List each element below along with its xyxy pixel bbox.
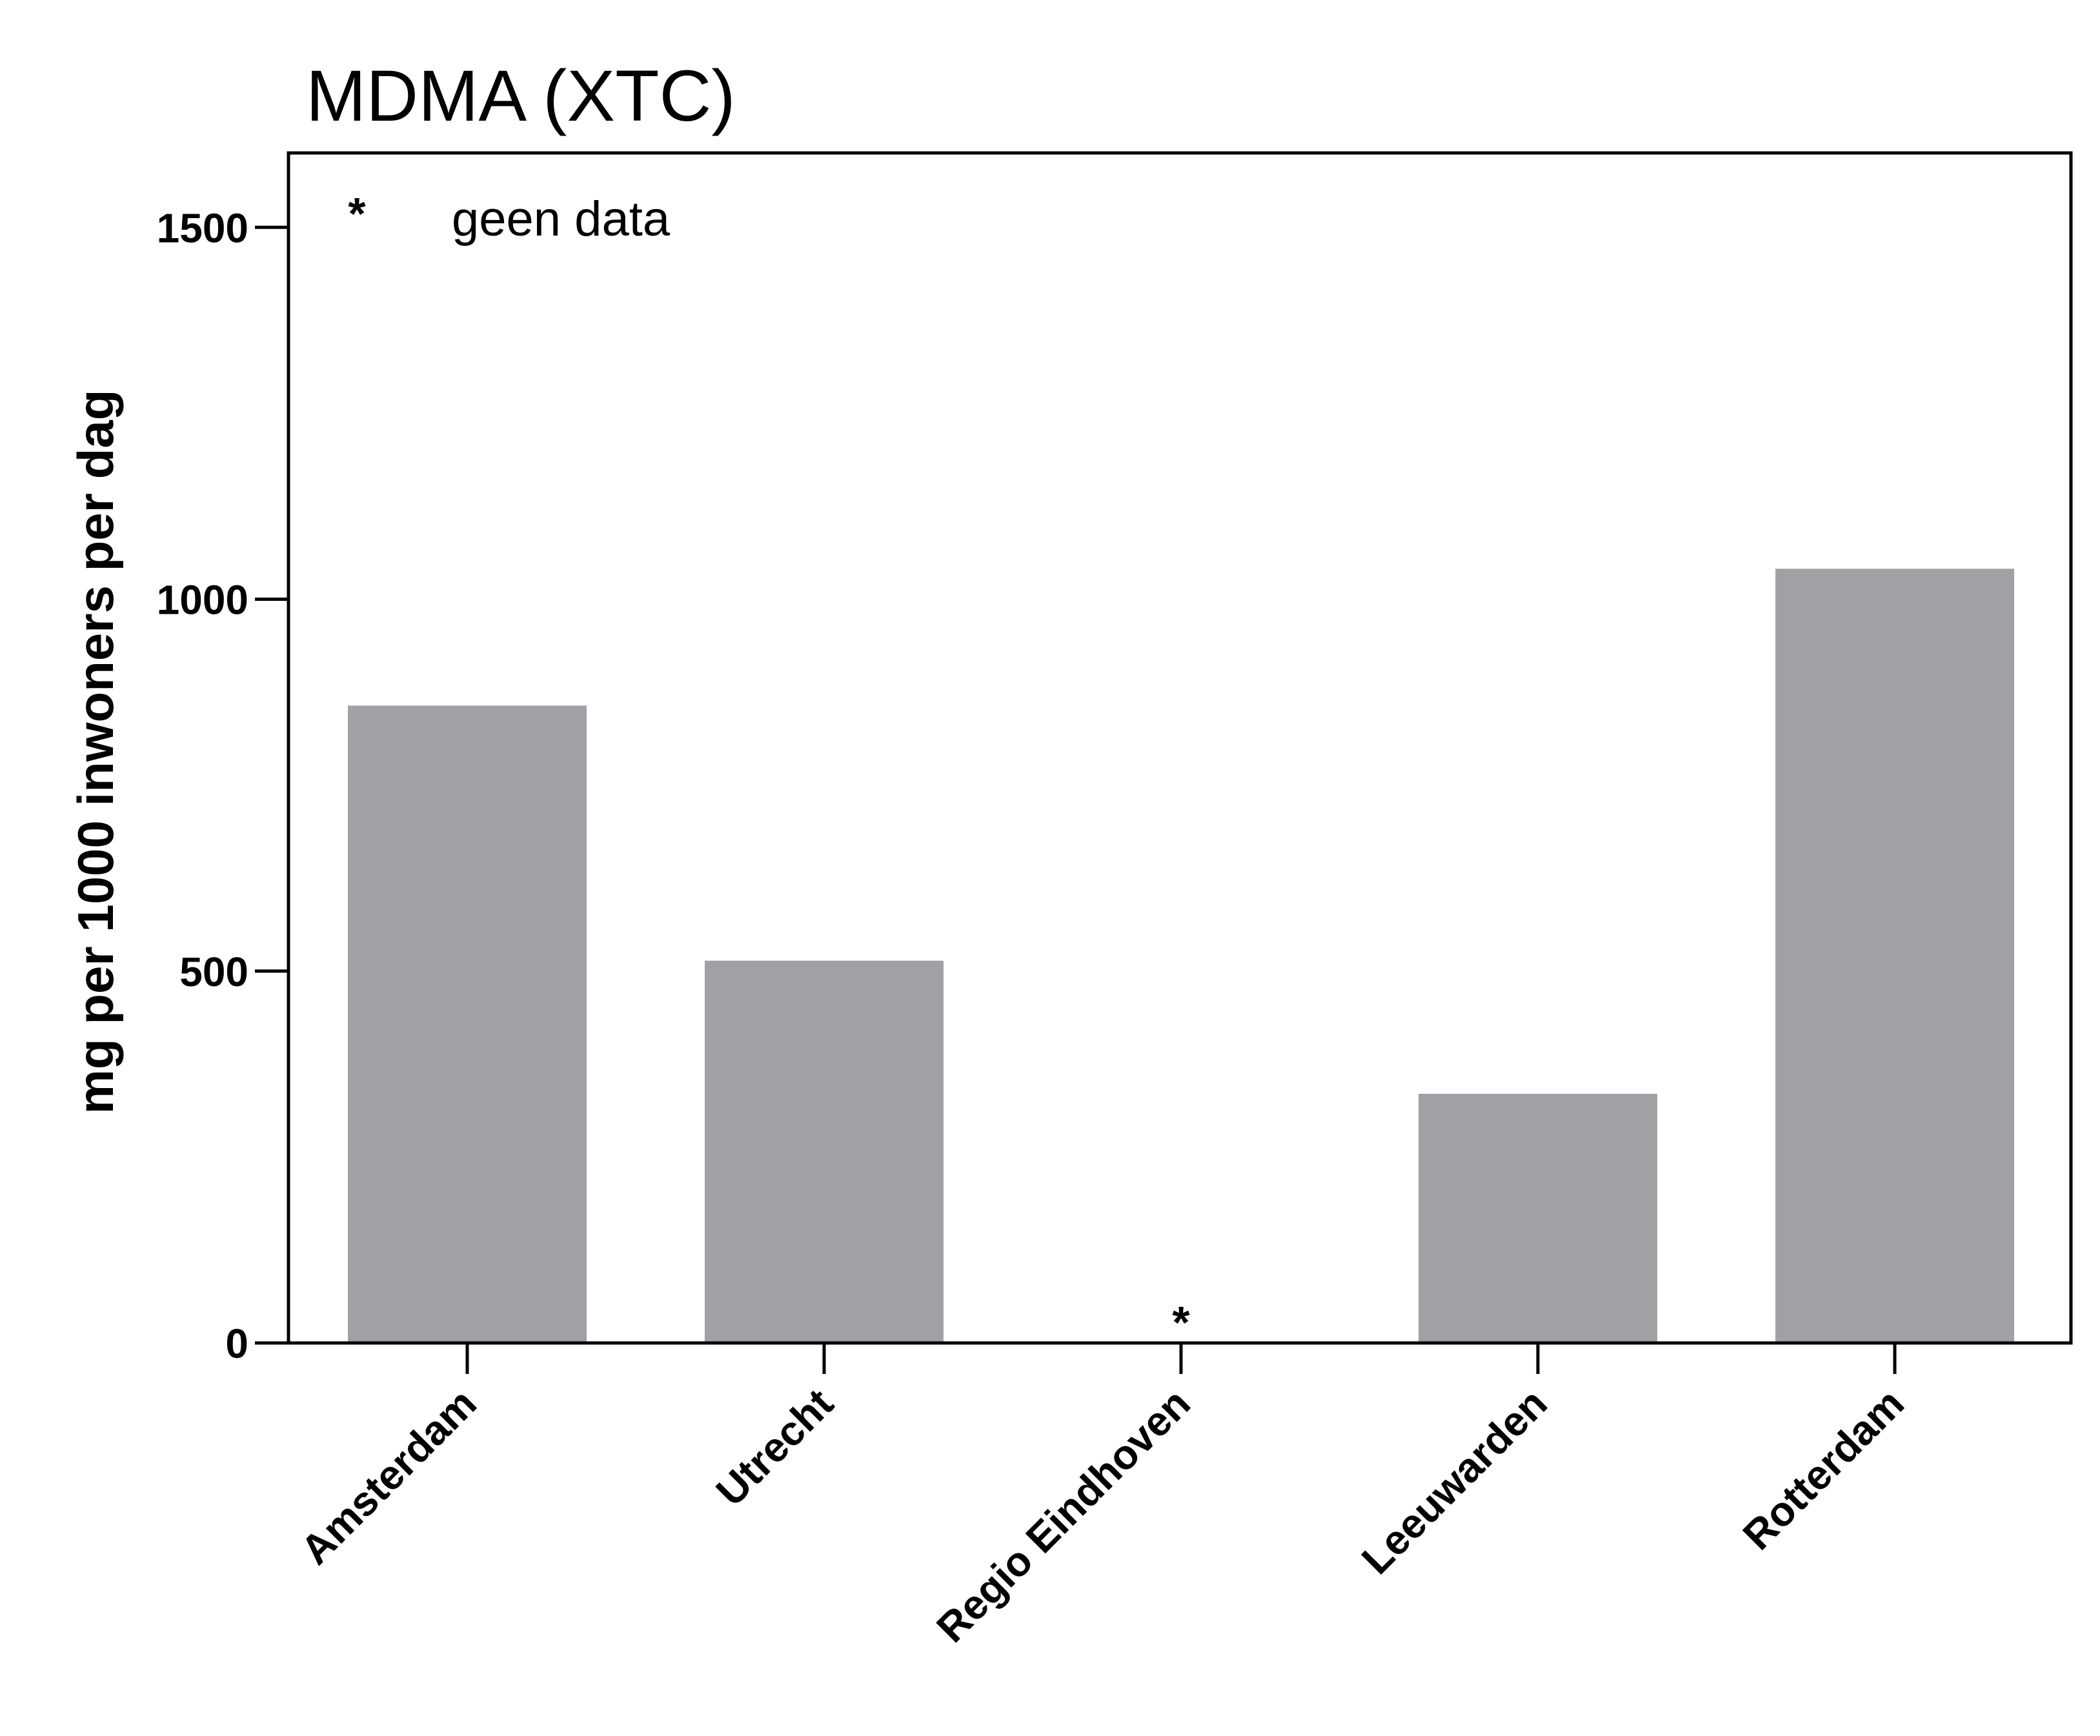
chart-title: MDMA (XTC) — [306, 56, 736, 136]
legend-text: geen data — [452, 192, 671, 247]
y-axis-label: mg per 1000 inwoners per dag — [67, 390, 124, 1115]
bar-leeuwarden — [1419, 1093, 1657, 1343]
bar-utrecht — [705, 960, 944, 1343]
x-tick-label: Regio Eindhoven — [927, 1380, 1199, 1651]
y-tick-label: 0 — [225, 1320, 248, 1367]
y-tick-label: 500 — [179, 949, 248, 995]
bar-rotterdam — [1775, 569, 2014, 1343]
x-axis-ticks: Amsterdam Utrecht Regio Eindhoven Leeuwarde… — [292, 1343, 1913, 1651]
missing-markers: * — [1172, 1297, 1190, 1347]
legend-symbol: * — [348, 188, 366, 239]
x-tick-label: Rotterdam — [1734, 1380, 1913, 1559]
y-tick-label: 1000 — [157, 577, 248, 623]
bars-layer — [348, 569, 2014, 1343]
y-tick-label: 1500 — [157, 205, 248, 251]
legend: * geen data — [348, 188, 670, 247]
bar-amsterdam — [348, 705, 587, 1343]
x-tick-label: Amsterdam — [292, 1380, 485, 1573]
missing-data-marker: * — [1172, 1297, 1190, 1347]
x-tick-label: Utrecht — [707, 1380, 842, 1515]
y-axis-ticks: 0 500 1000 1500 — [157, 205, 288, 1367]
x-tick-label: Leeuwarden — [1353, 1380, 1556, 1583]
